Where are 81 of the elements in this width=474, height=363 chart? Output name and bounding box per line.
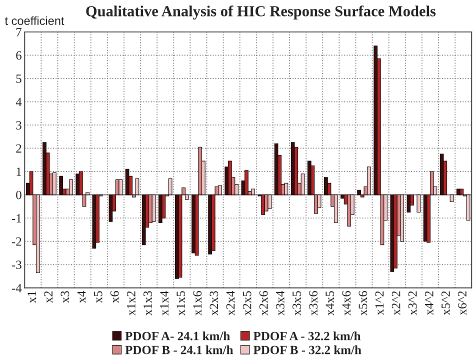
x-tick-label: x1: [28, 291, 36, 304]
y-tick-label: -1: [12, 214, 22, 222]
bar: [284, 182, 288, 196]
x-tick-label: x2x3: [210, 291, 218, 316]
bar: [218, 185, 222, 196]
bar: [168, 178, 172, 196]
bar: [208, 194, 212, 254]
bar: [357, 190, 361, 196]
legend-label: PDOF A- 24.1 km/h: [125, 332, 230, 340]
bar: [374, 46, 378, 196]
bar: [36, 194, 40, 274]
x-tick-label: x1x4: [160, 290, 168, 316]
x-tick-label: x3x5: [292, 291, 301, 316]
x-tick-label: x3x4: [276, 290, 284, 316]
bar: [42, 142, 46, 196]
bar: [300, 174, 305, 196]
y-tick-label: -3: [12, 260, 22, 270]
chart-title: Qualitative Analysis of HIC Response Surface Models: [86, 5, 436, 20]
y-tick-label: -2: [12, 237, 22, 246]
bar: [347, 194, 352, 226]
bar: [390, 194, 394, 272]
bar: [367, 166, 371, 196]
x-tick-label: x4x5: [326, 291, 334, 316]
bar: [69, 179, 73, 196]
bar: [76, 174, 80, 196]
x-tick-label: x5^2: [442, 291, 450, 316]
x-tick-label: x3^2: [408, 291, 417, 316]
x-tick-label: x1x5: [176, 291, 186, 316]
y-tick-label: 2: [16, 144, 22, 153]
x-tick-label: x5x6: [358, 291, 368, 316]
y-tick-label: 3: [16, 121, 22, 130]
bar: [406, 194, 411, 213]
bar: [135, 178, 140, 196]
x-tick-label: x3: [60, 291, 70, 304]
legend-label: PDOF A - 32.2 km/h: [253, 332, 361, 340]
y-axis-title: t coefficient: [4, 16, 64, 26]
bar: [244, 170, 248, 196]
x-tick-label: x2: [44, 291, 52, 304]
bar: [251, 188, 256, 196]
x-tick-label: x4x6: [342, 291, 351, 316]
y-tick-label: 5: [16, 74, 22, 83]
bar: [334, 194, 338, 223]
x-tick-label: x2x4: [226, 290, 235, 316]
bar: [228, 160, 232, 196]
bar: [52, 172, 56, 196]
bar: [192, 194, 196, 254]
bar: [324, 177, 328, 196]
bar: [466, 194, 470, 221]
x-tick-label: x4^2: [424, 291, 434, 316]
x-tick-label: x1^2: [375, 291, 384, 316]
x-tick-label: x1x3: [144, 291, 152, 316]
y-tick-label: 1: [16, 168, 22, 176]
x-tick-label: x2x5: [242, 291, 252, 316]
bar: [394, 194, 398, 268]
bar: [59, 176, 64, 196]
bar: [118, 179, 123, 196]
bar: [268, 194, 272, 210]
y-tick-label: 6: [16, 51, 22, 60]
x-tick-label: x1x2: [126, 291, 136, 316]
y-tick-label: 7: [16, 28, 22, 36]
y-tick-label: 0: [16, 190, 22, 200]
x-tick-label: x2^2: [392, 291, 400, 316]
y-tick-label: -4: [12, 284, 22, 292]
bar: [400, 194, 404, 242]
bar: [460, 188, 464, 196]
x-tick-label: x5: [94, 291, 102, 304]
bar: [152, 194, 156, 222]
legend-label: PDOF B - 32.2 km/h: [253, 345, 362, 354]
x-tick-label: x1x6: [193, 291, 202, 316]
x-tick-label: x4: [77, 290, 86, 304]
y-tick-label: 4: [16, 98, 22, 106]
x-tick-label: x6^2: [458, 291, 466, 316]
legend-label: PDOF B - 24.1 km/h: [125, 345, 234, 354]
bar: [92, 194, 96, 249]
bar: [261, 194, 265, 215]
bar: [175, 194, 179, 279]
x-tick-label: x6: [110, 291, 119, 304]
x-tick-label: x3x6: [309, 291, 318, 316]
bar: [450, 194, 454, 202]
bar: [416, 194, 421, 213]
x-tick-label: x2x6: [259, 291, 268, 316]
